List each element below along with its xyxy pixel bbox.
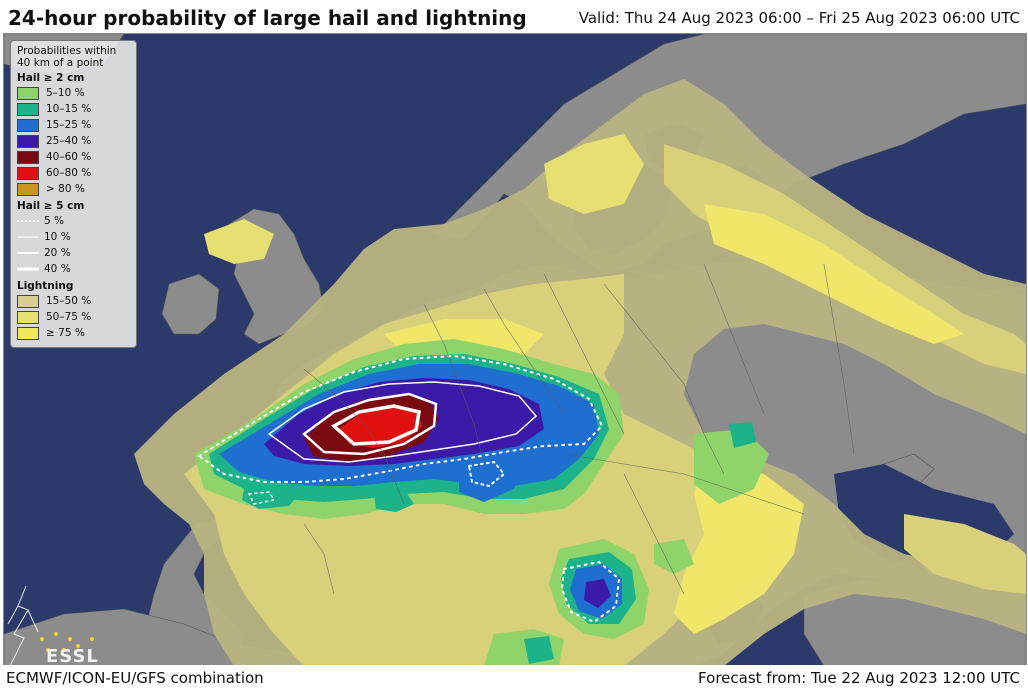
map-title: 24-hour probability of large hail and li… xyxy=(8,6,527,30)
legend-hail5-item: 20 % xyxy=(17,245,130,261)
legend-lightning-item: 50–75 % xyxy=(17,309,130,325)
legend-label: 40–60 % xyxy=(46,151,92,163)
map-canvas xyxy=(4,34,1026,666)
valid-period: Valid: Thu 24 Aug 2023 06:00 – Fri 25 Au… xyxy=(578,9,1020,27)
eu-stars-icon xyxy=(40,632,94,652)
country-borders xyxy=(303,263,855,595)
hail-2cm-probability xyxy=(194,339,769,666)
legend-label: 15–50 % xyxy=(46,295,92,307)
legend-swatch xyxy=(17,326,39,340)
legend-swatch xyxy=(17,166,39,180)
legend-line-thick xyxy=(17,263,39,275)
legend-label: 5–10 % xyxy=(46,87,85,99)
legend-label: 10–15 % xyxy=(46,103,92,115)
legend-swatch xyxy=(17,102,39,116)
legend-label: 60–80 % xyxy=(46,167,92,179)
legend-hail2-item: > 80 % xyxy=(17,181,130,197)
legend-hail2-item: 40–60 % xyxy=(17,149,130,165)
legend-hail5-item: 10 % xyxy=(17,229,130,245)
legend-label: 15–25 % xyxy=(46,119,92,131)
header-bar: 24-hour probability of large hail and li… xyxy=(0,0,1028,36)
legend-lightning-title: Lightning xyxy=(17,280,74,292)
legend-label: 20 % xyxy=(44,247,71,259)
legend-lightning-item: 15–50 % xyxy=(17,293,130,309)
map-area: Probabilities within 40 km of a point Ha… xyxy=(3,33,1027,667)
essl-logo: ESSL xyxy=(46,646,99,667)
legend-label: 5 % xyxy=(44,215,64,227)
legend-line-medium xyxy=(17,247,39,259)
legend-swatch xyxy=(17,310,39,324)
legend-hail2-item: 10–15 % xyxy=(17,101,130,117)
legend-line-thin xyxy=(17,231,39,243)
legend-swatch xyxy=(17,294,39,308)
legend-swatch xyxy=(17,150,39,164)
footer-bar: ECMWF/ICON-EU/GFS combination Forecast f… xyxy=(0,665,1028,691)
legend-hail2-item: 25–40 % xyxy=(17,133,130,149)
legend-hail-5cm-title: Hail ≥ 5 cm xyxy=(17,200,85,212)
legend-label: 10 % xyxy=(44,231,71,243)
legend-hail2-item: 5–10 % xyxy=(17,85,130,101)
legend-hail2-item: 15–25 % xyxy=(17,117,130,133)
legend-label: ≥ 75 % xyxy=(46,327,85,339)
map-legend: Probabilities within 40 km of a point Ha… xyxy=(10,40,137,348)
legend-hail2-item: 60–80 % xyxy=(17,165,130,181)
legend-swatch xyxy=(17,86,39,100)
forecast-issue-time: Forecast from: Tue 22 Aug 2023 12:00 UTC xyxy=(698,669,1020,687)
legend-hail-2cm-title: Hail ≥ 2 cm xyxy=(17,72,85,84)
hail-5cm-contours xyxy=(197,354,621,624)
legend-label: 25–40 % xyxy=(46,135,92,147)
model-source: ECMWF/ICON-EU/GFS combination xyxy=(6,669,264,687)
legend-lightning-item: ≥ 75 % xyxy=(17,325,130,341)
legend-line-dotted xyxy=(17,215,39,227)
legend-hail5-item: 5 % xyxy=(17,213,130,229)
legend-swatch xyxy=(17,118,39,132)
legend-hail5-item: 40 % xyxy=(17,261,130,277)
legend-label: 40 % xyxy=(44,263,71,275)
legend-swatch xyxy=(17,134,39,148)
legend-label: 50–75 % xyxy=(46,311,92,323)
legend-label: > 80 % xyxy=(46,183,85,195)
lightning-bolt-icon xyxy=(7,585,39,666)
legend-swatch xyxy=(17,182,39,196)
legend-heading: Probabilities within 40 km of a point xyxy=(17,45,117,69)
